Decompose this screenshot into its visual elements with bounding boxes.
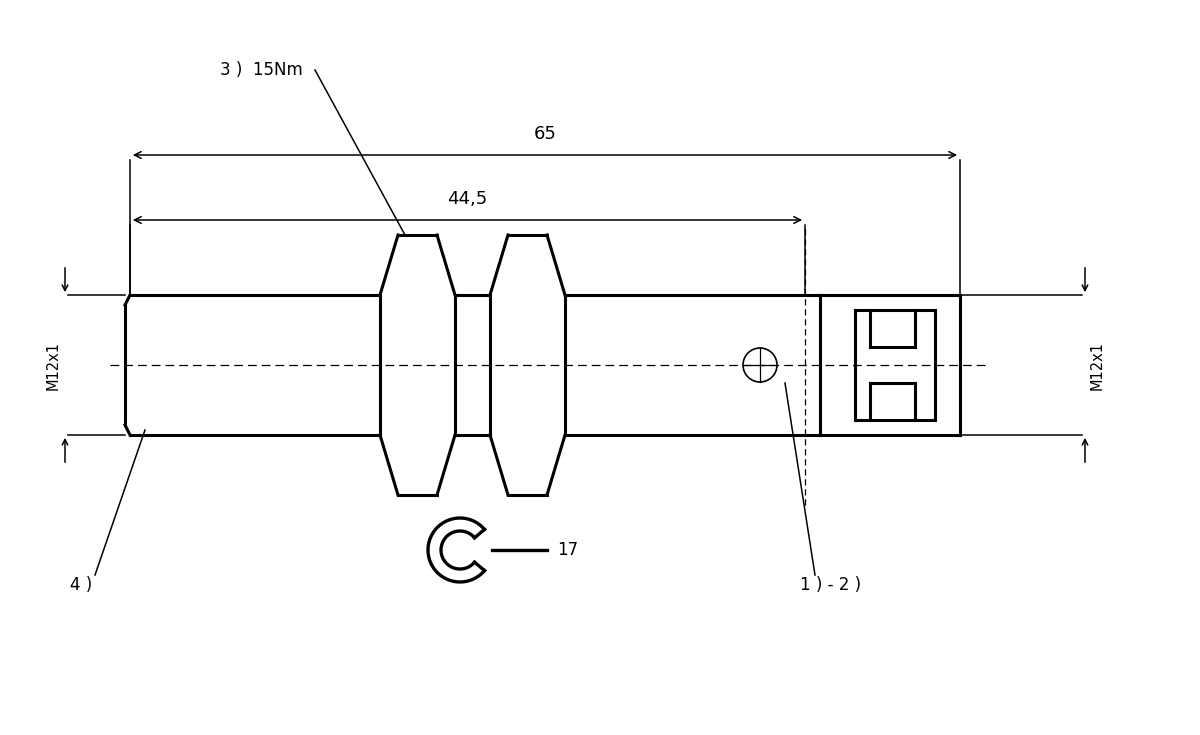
Text: M12x1: M12x1 (46, 340, 60, 390)
Text: 44,5: 44,5 (448, 190, 487, 208)
Text: 4 ): 4 ) (70, 576, 92, 594)
Text: 65: 65 (534, 125, 557, 143)
Text: 17: 17 (557, 541, 578, 559)
Text: 1 ) - 2 ): 1 ) - 2 ) (800, 576, 862, 594)
Text: 3 )  15Nm: 3 ) 15Nm (220, 61, 302, 79)
Text: M12x1: M12x1 (1090, 340, 1104, 390)
